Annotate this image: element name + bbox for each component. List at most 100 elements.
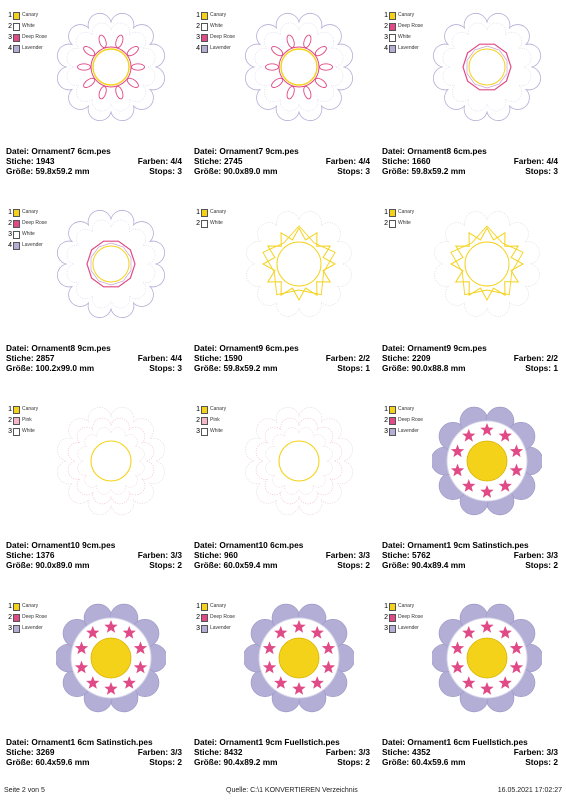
file-label: Datei: — [194, 540, 218, 550]
color-swatch — [201, 405, 208, 414]
design-info: Datei: Ornament8 6cm.pes Stiche: 1660 Far… — [382, 146, 558, 176]
colors-value: 3/3 — [358, 550, 370, 560]
stops-label: Stops: — [149, 363, 176, 373]
legend-color-name: Lavender — [22, 625, 43, 631]
legend-row: 1 Canary — [194, 601, 235, 612]
size-label: Größe: — [6, 757, 34, 767]
color-swatch — [389, 427, 396, 436]
legend-row: 2 White — [6, 21, 47, 32]
legend-row: 3 Lavender — [382, 623, 423, 634]
legend-number: 3 — [196, 625, 200, 632]
color-swatch — [389, 602, 396, 611]
color-swatch — [389, 219, 396, 228]
colors-label: Farben: — [137, 550, 169, 560]
stops-value: 2 — [553, 560, 558, 570]
legend-color-name: Canary — [398, 209, 415, 215]
legend-color-name: Canary — [398, 406, 415, 412]
file-row: Datei: Ornament9 9cm.pes — [382, 343, 558, 353]
legend-color-name: Canary — [22, 603, 39, 609]
star-icon — [498, 479, 512, 492]
file-label: Datei: — [194, 737, 218, 747]
file-row: Datei: Ornament1 6cm Satinstich.pes — [6, 737, 182, 747]
star-icon — [450, 641, 465, 655]
legend-color-name: Canary — [22, 12, 39, 18]
footer-date: 16.05.2021 17:02:27 — [497, 787, 562, 794]
embroidery-preview — [245, 407, 353, 515]
colors-value: 3/3 — [170, 747, 182, 757]
embroidery-preview — [57, 407, 165, 515]
color-swatch — [13, 405, 20, 414]
design-card: 1 Canary 2 Pink 3 White Datei: Ornament10 6cm… — [194, 404, 374, 594]
file-name: Ornament9 6cm.pes — [219, 343, 299, 353]
size-row: Größe: 90.0x89.0 mm Stops: 2 — [6, 560, 182, 570]
color-swatch — [389, 11, 396, 20]
legend-color-name: Lavender — [398, 625, 419, 631]
star-icon — [498, 676, 512, 689]
stitches-value: 4352 — [411, 747, 431, 757]
design-info: Datei: Ornament7 9cm.pes Stiche: 2745 Far… — [194, 146, 370, 176]
legend-row: 2 Pink — [6, 415, 38, 426]
color-swatch — [13, 219, 20, 228]
design-card: 1 Canary 2 Deep Rose 3 White 4 Lavender Datei: … — [382, 10, 562, 200]
color-swatch — [13, 22, 20, 31]
file-row: Datei: Ornament1 9cm Satinstich.pes — [382, 540, 558, 550]
star-icon — [450, 660, 465, 674]
legend-color-name: Lavender — [398, 45, 419, 51]
stops-label: Stops: — [525, 166, 552, 176]
embroidery-preview — [245, 13, 353, 121]
color-legend: 1 Canary 2 Deep Rose 3 Lavender — [194, 601, 235, 634]
legend-color-name: Deep Rose — [22, 34, 48, 40]
legend-row: 3 Deep Rose — [6, 32, 47, 43]
color-legend: 1 Canary 2 Deep Rose 3 White 4 Lavender — [6, 207, 47, 251]
size-row: Größe: 59.8x59.2 mm Stops: 3 — [6, 166, 182, 176]
stitches-row: Stiche: 2209 Farben: 2/2 — [382, 353, 558, 363]
color-swatch — [13, 44, 20, 53]
design-card: 1 Canary 2 Deep Rose 3 Lavender Datei: Orname… — [382, 404, 562, 594]
star-icon — [133, 641, 148, 655]
stops-label: Stops: — [525, 363, 552, 373]
legend-number: 2 — [8, 614, 12, 621]
color-swatch — [201, 44, 208, 53]
colors-value: 2/2 — [546, 353, 558, 363]
legend-color-name: Lavender — [210, 625, 231, 631]
footer-source: Quelle: C:\1 KONVERTIEREN Verzeichnis — [226, 787, 358, 794]
stops-value: 1 — [553, 363, 558, 373]
design-info: Datei: Ornament10 9cm.pes Stiche: 1376 Fa… — [6, 540, 182, 570]
stops-label: Stops: — [149, 166, 176, 176]
size-label: Größe: — [194, 166, 222, 176]
star-icon — [262, 641, 277, 655]
legend-color-name: Canary — [398, 12, 415, 18]
legend-color-name: Deep Rose — [22, 614, 48, 620]
color-swatch — [201, 416, 208, 425]
file-name: Ornament1 9cm Fuellstich.pes — [219, 737, 340, 747]
size-value: 90.4x89.4 mm — [411, 560, 466, 570]
color-swatch — [13, 613, 20, 622]
legend-number: 3 — [384, 625, 388, 632]
file-name: Ornament7 6cm.pes — [31, 146, 111, 156]
legend-number: 1 — [384, 406, 388, 413]
stops-label: Stops: — [149, 560, 176, 570]
color-swatch — [201, 22, 208, 31]
colors-value: 4/4 — [358, 156, 370, 166]
size-label: Größe: — [382, 757, 410, 767]
legend-row: 1 Canary — [382, 10, 423, 21]
stitches-value: 1660 — [411, 156, 431, 166]
star-icon — [450, 444, 465, 458]
color-legend: 1 Canary 2 Deep Rose 3 Lavender — [382, 404, 423, 437]
legend-number: 2 — [196, 220, 200, 227]
design-info: Datei: Ornament8 9cm.pes Stiche: 2857 Far… — [6, 343, 182, 373]
color-swatch — [389, 22, 396, 31]
stops-label: Stops: — [525, 560, 552, 570]
star-icon — [480, 682, 494, 695]
legend-row: 1 Canary — [382, 207, 414, 218]
embroidery-preview — [434, 211, 540, 317]
star-icon — [122, 676, 136, 689]
legend-number: 2 — [196, 417, 200, 424]
legend-number: 3 — [8, 34, 12, 41]
legend-row: 3 White — [194, 426, 226, 437]
embroidery-preview — [433, 13, 541, 121]
color-swatch — [13, 416, 20, 425]
star-icon — [509, 660, 524, 674]
file-label: Datei: — [6, 146, 30, 156]
color-swatch — [13, 241, 20, 250]
